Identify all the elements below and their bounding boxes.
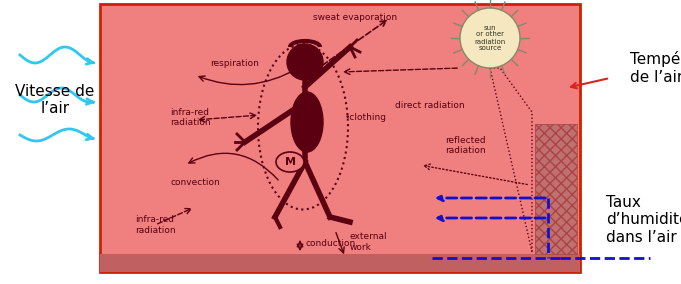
- Text: sun
or other
radiation
source: sun or other radiation source: [475, 24, 505, 51]
- Text: sweat evaporation: sweat evaporation: [313, 13, 397, 22]
- Text: infra-red
radiation: infra-red radiation: [170, 108, 210, 128]
- Ellipse shape: [276, 152, 304, 172]
- Bar: [100, 254, 580, 272]
- Text: •clothing: •clothing: [345, 112, 387, 122]
- Text: infra-red
radiation: infra-red radiation: [135, 215, 176, 235]
- Text: M: M: [285, 157, 296, 167]
- Text: direct radiation: direct radiation: [395, 101, 465, 110]
- Text: Vitesse de
l’air: Vitesse de l’air: [15, 84, 95, 116]
- Circle shape: [287, 44, 323, 80]
- Text: respiration: respiration: [210, 59, 259, 68]
- Bar: [535, 124, 577, 254]
- Bar: [100, 4, 580, 272]
- Text: conduction: conduction: [305, 239, 355, 248]
- Text: Taux
d’humidité
dans l’air: Taux d’humidité dans l’air: [606, 195, 681, 245]
- Bar: [535, 124, 577, 254]
- Ellipse shape: [291, 92, 323, 152]
- Circle shape: [460, 8, 520, 68]
- Text: Température
de l’air: Température de l’air: [630, 51, 681, 85]
- Text: convection: convection: [170, 178, 220, 187]
- Text: external
work: external work: [350, 232, 387, 252]
- Text: reflected
radiation: reflected radiation: [445, 135, 486, 155]
